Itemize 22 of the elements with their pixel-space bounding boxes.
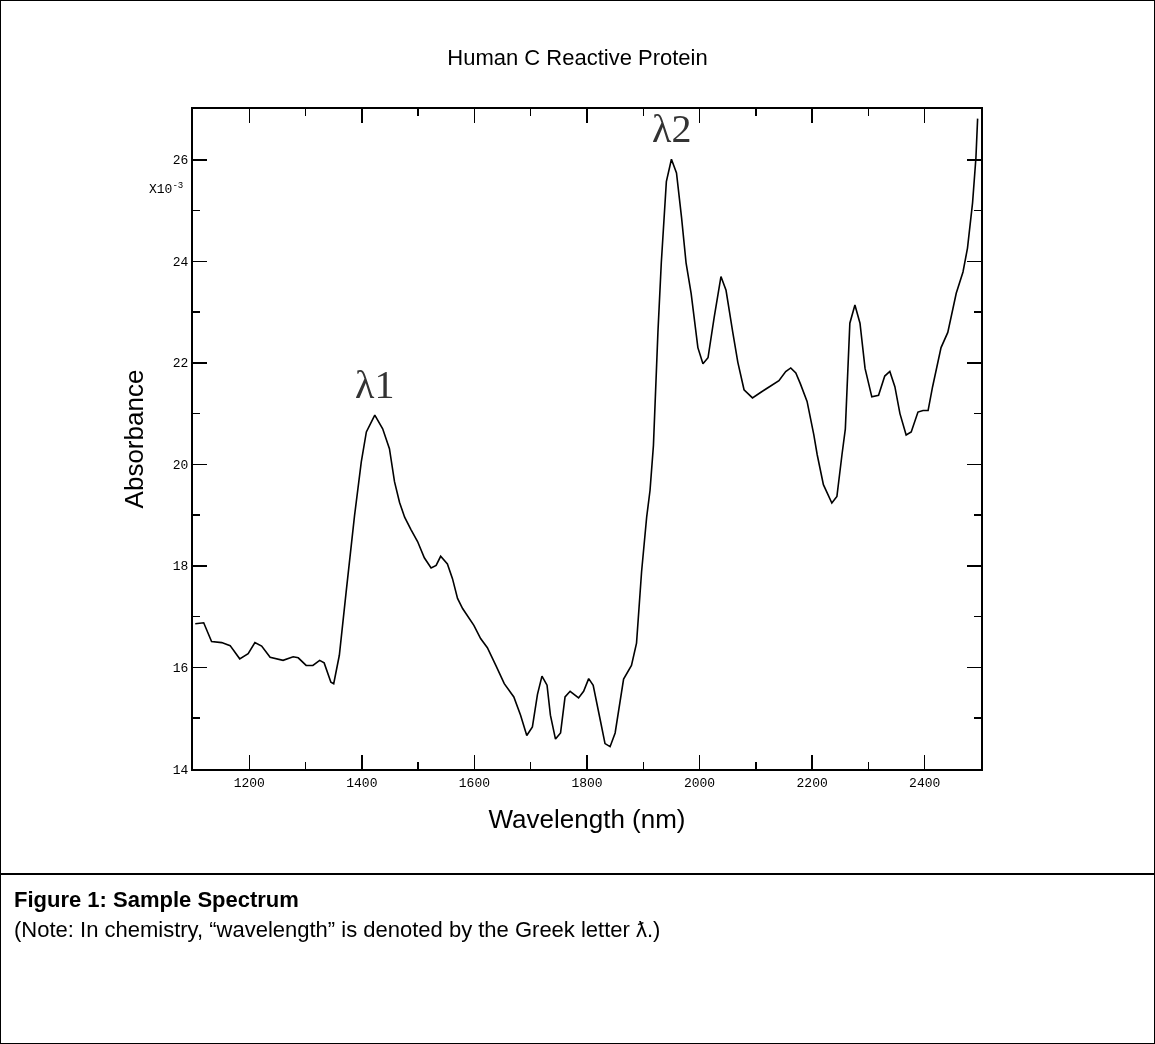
x-tick-label: 1800 <box>571 775 603 791</box>
y-axis-title: Absorbance <box>118 369 149 509</box>
text: (Note: In chemistry, “wavelength” is denoted by the Greek letter ƛ.) <box>13 916 662 944</box>
x-tick-label: 1600 <box>458 775 491 791</box>
y-tick-label: 18 <box>172 559 189 575</box>
annotation: λ2 <box>652 106 692 151</box>
x-tick-label: 2400 <box>909 775 941 791</box>
y-tick-label: 26 <box>172 153 189 169</box>
caption: Figure 1: Sample Spectrum <box>13 886 300 914</box>
x-axis-title: Wavelength (nm) <box>488 803 686 834</box>
x-tick-label: 2200 <box>796 775 828 791</box>
y-tick-label: 16 <box>172 661 189 677</box>
x-tick-label: 1200 <box>233 775 265 791</box>
x-tick-label: 2000 <box>683 775 716 791</box>
text: X10$^{-3}$ <box>149 180 184 198</box>
chart-title: Human C Reactive Protein <box>447 45 708 71</box>
y-tick-label: 22 <box>172 356 189 372</box>
annotation: λ1 <box>355 362 395 407</box>
x-tick-label: 1400 <box>346 775 378 791</box>
y-tick-label: 20 <box>172 457 189 473</box>
y-tick-label: 24 <box>172 254 189 270</box>
y-tick-label: 14 <box>172 762 189 778</box>
